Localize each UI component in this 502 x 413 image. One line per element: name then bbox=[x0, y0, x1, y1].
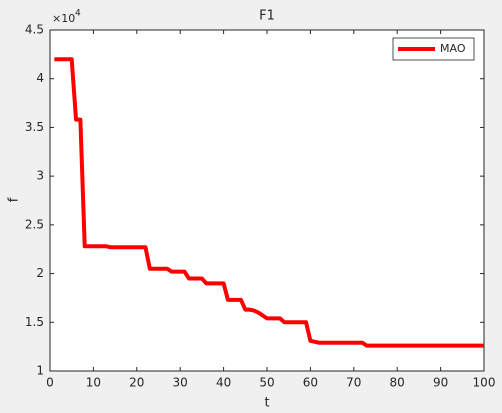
x-tick-label: 60 bbox=[303, 376, 318, 390]
y-tick-label: 2.5 bbox=[25, 217, 44, 231]
plot-area bbox=[50, 30, 484, 371]
x-tick-label: 30 bbox=[173, 376, 188, 390]
x-tick-label: 50 bbox=[259, 376, 274, 390]
x-tick-label: 70 bbox=[346, 376, 361, 390]
chart-title: F1 bbox=[259, 9, 275, 24]
y-axis-label: f bbox=[7, 197, 22, 202]
y-tick-label: 4 bbox=[36, 71, 44, 85]
x-axis-label: t bbox=[264, 396, 269, 411]
x-tick-label: 20 bbox=[129, 376, 144, 390]
y-tick-label: 2 bbox=[36, 266, 44, 280]
x-tick-label: 80 bbox=[390, 376, 405, 390]
x-tick-label: 0 bbox=[46, 376, 54, 390]
y-tick-label: 3 bbox=[36, 169, 44, 183]
y-tick-label: 1 bbox=[36, 364, 44, 378]
x-tick-label: 90 bbox=[433, 376, 448, 390]
x-tick-label: 10 bbox=[86, 376, 101, 390]
y-tick-label: 4.5 bbox=[25, 23, 44, 37]
y-multiplier-exponent: 4 bbox=[75, 9, 81, 19]
y-multiplier: ×10 bbox=[52, 12, 75, 25]
legend-label: MAO bbox=[440, 42, 466, 55]
y-tick-label: 1.5 bbox=[25, 315, 44, 329]
x-tick-label: 100 bbox=[473, 376, 496, 390]
data-line bbox=[54, 57, 484, 348]
y-tick-label: 3.5 bbox=[25, 120, 44, 134]
x-tick-label: 40 bbox=[216, 376, 231, 390]
axes-box bbox=[49, 29, 485, 372]
